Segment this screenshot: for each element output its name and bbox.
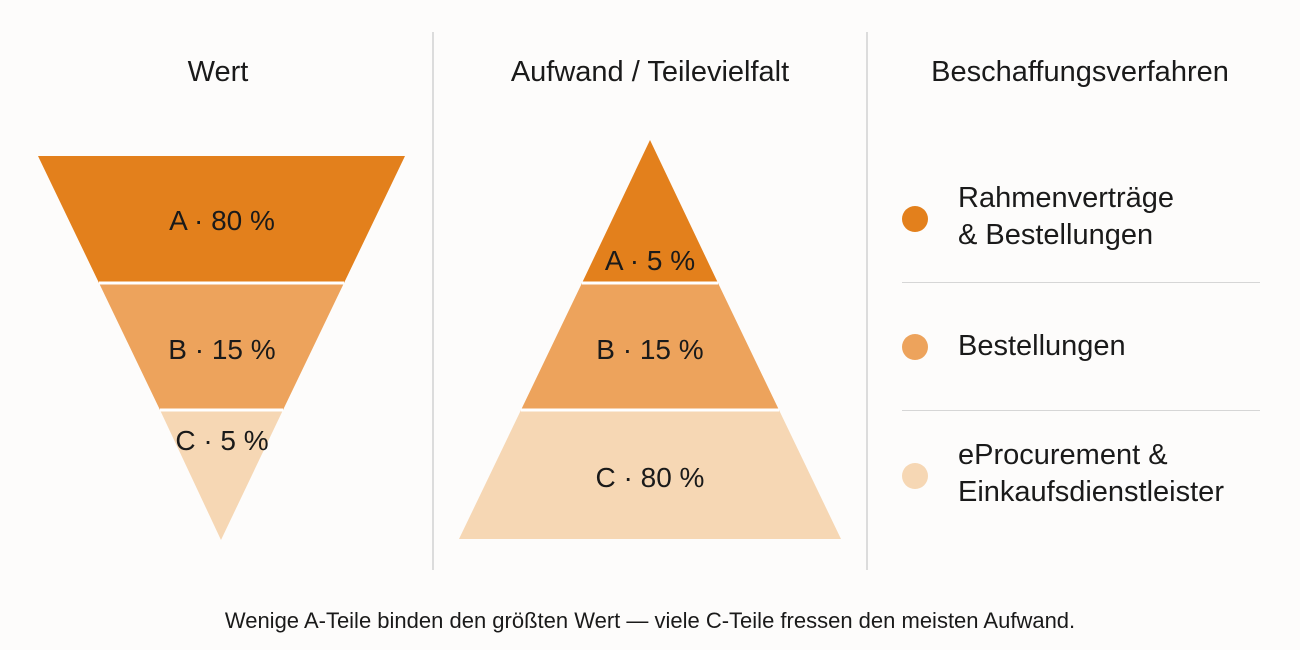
procurement-label-b-line1: Bestellungen bbox=[958, 330, 1126, 362]
value-funnel: A · 80 % B · 15 % C · 5 % bbox=[38, 156, 405, 540]
procurement-item-c: eProcurement & Einkaufsdienstleister bbox=[902, 437, 1260, 527]
procurement-label-a-line2: & Bestellungen bbox=[958, 219, 1154, 251]
effort-column-title: Aufwand / Teilevielfalt bbox=[510, 56, 790, 88]
value-column-title: Wert bbox=[187, 56, 249, 88]
legend-divider-1 bbox=[902, 282, 1260, 283]
procurement-column-title: Beschaffungsverfahren bbox=[931, 56, 1229, 88]
procurement-item-a: Rahmenverträge & Bestellungen bbox=[902, 180, 1260, 270]
procurement-label-a-line1: Rahmenverträge bbox=[958, 182, 1174, 214]
column-divider-right bbox=[866, 32, 868, 570]
column-divider-left bbox=[432, 32, 434, 570]
procurement-label-c-line1: eProcurement & bbox=[958, 439, 1168, 471]
funnel-label-c: C · 5 % bbox=[175, 425, 268, 456]
funnel-segment-c bbox=[160, 410, 283, 540]
pyramid-label-c: C · 80 % bbox=[596, 462, 705, 493]
funnel-label-b: B · 15 % bbox=[168, 334, 275, 365]
pyramid-label-b: B · 15 % bbox=[596, 334, 703, 365]
procurement-label-a: Rahmenverträge & Bestellungen bbox=[958, 180, 1174, 254]
funnel-label-a: A · 80 % bbox=[169, 205, 275, 236]
funnel-segment-b bbox=[99, 283, 344, 410]
pyramid-segment-b bbox=[521, 283, 779, 410]
class-a-dot bbox=[902, 206, 928, 232]
class-c-dot bbox=[902, 463, 928, 489]
pyramid-label-a: A · 5 % bbox=[605, 245, 695, 276]
procurement-label-b: Bestellungen bbox=[958, 328, 1126, 365]
procurement-label-c: eProcurement & Einkaufsdienstleister bbox=[958, 437, 1224, 511]
diagram-caption: Wenige A-Teile binden den größten Wert —… bbox=[224, 608, 1076, 633]
pyramid-segment-a bbox=[582, 140, 718, 283]
legend-divider-2 bbox=[902, 410, 1260, 411]
procurement-item-b: Bestellungen bbox=[902, 326, 1260, 376]
procurement-label-c-line2: Einkaufsdienstleister bbox=[958, 476, 1224, 508]
pyramid-segment-c bbox=[459, 410, 841, 539]
funnel-segment-a bbox=[38, 156, 405, 283]
class-b-dot bbox=[902, 334, 928, 360]
effort-pyramid: A · 5 % B · 15 % C · 80 % bbox=[459, 140, 841, 539]
